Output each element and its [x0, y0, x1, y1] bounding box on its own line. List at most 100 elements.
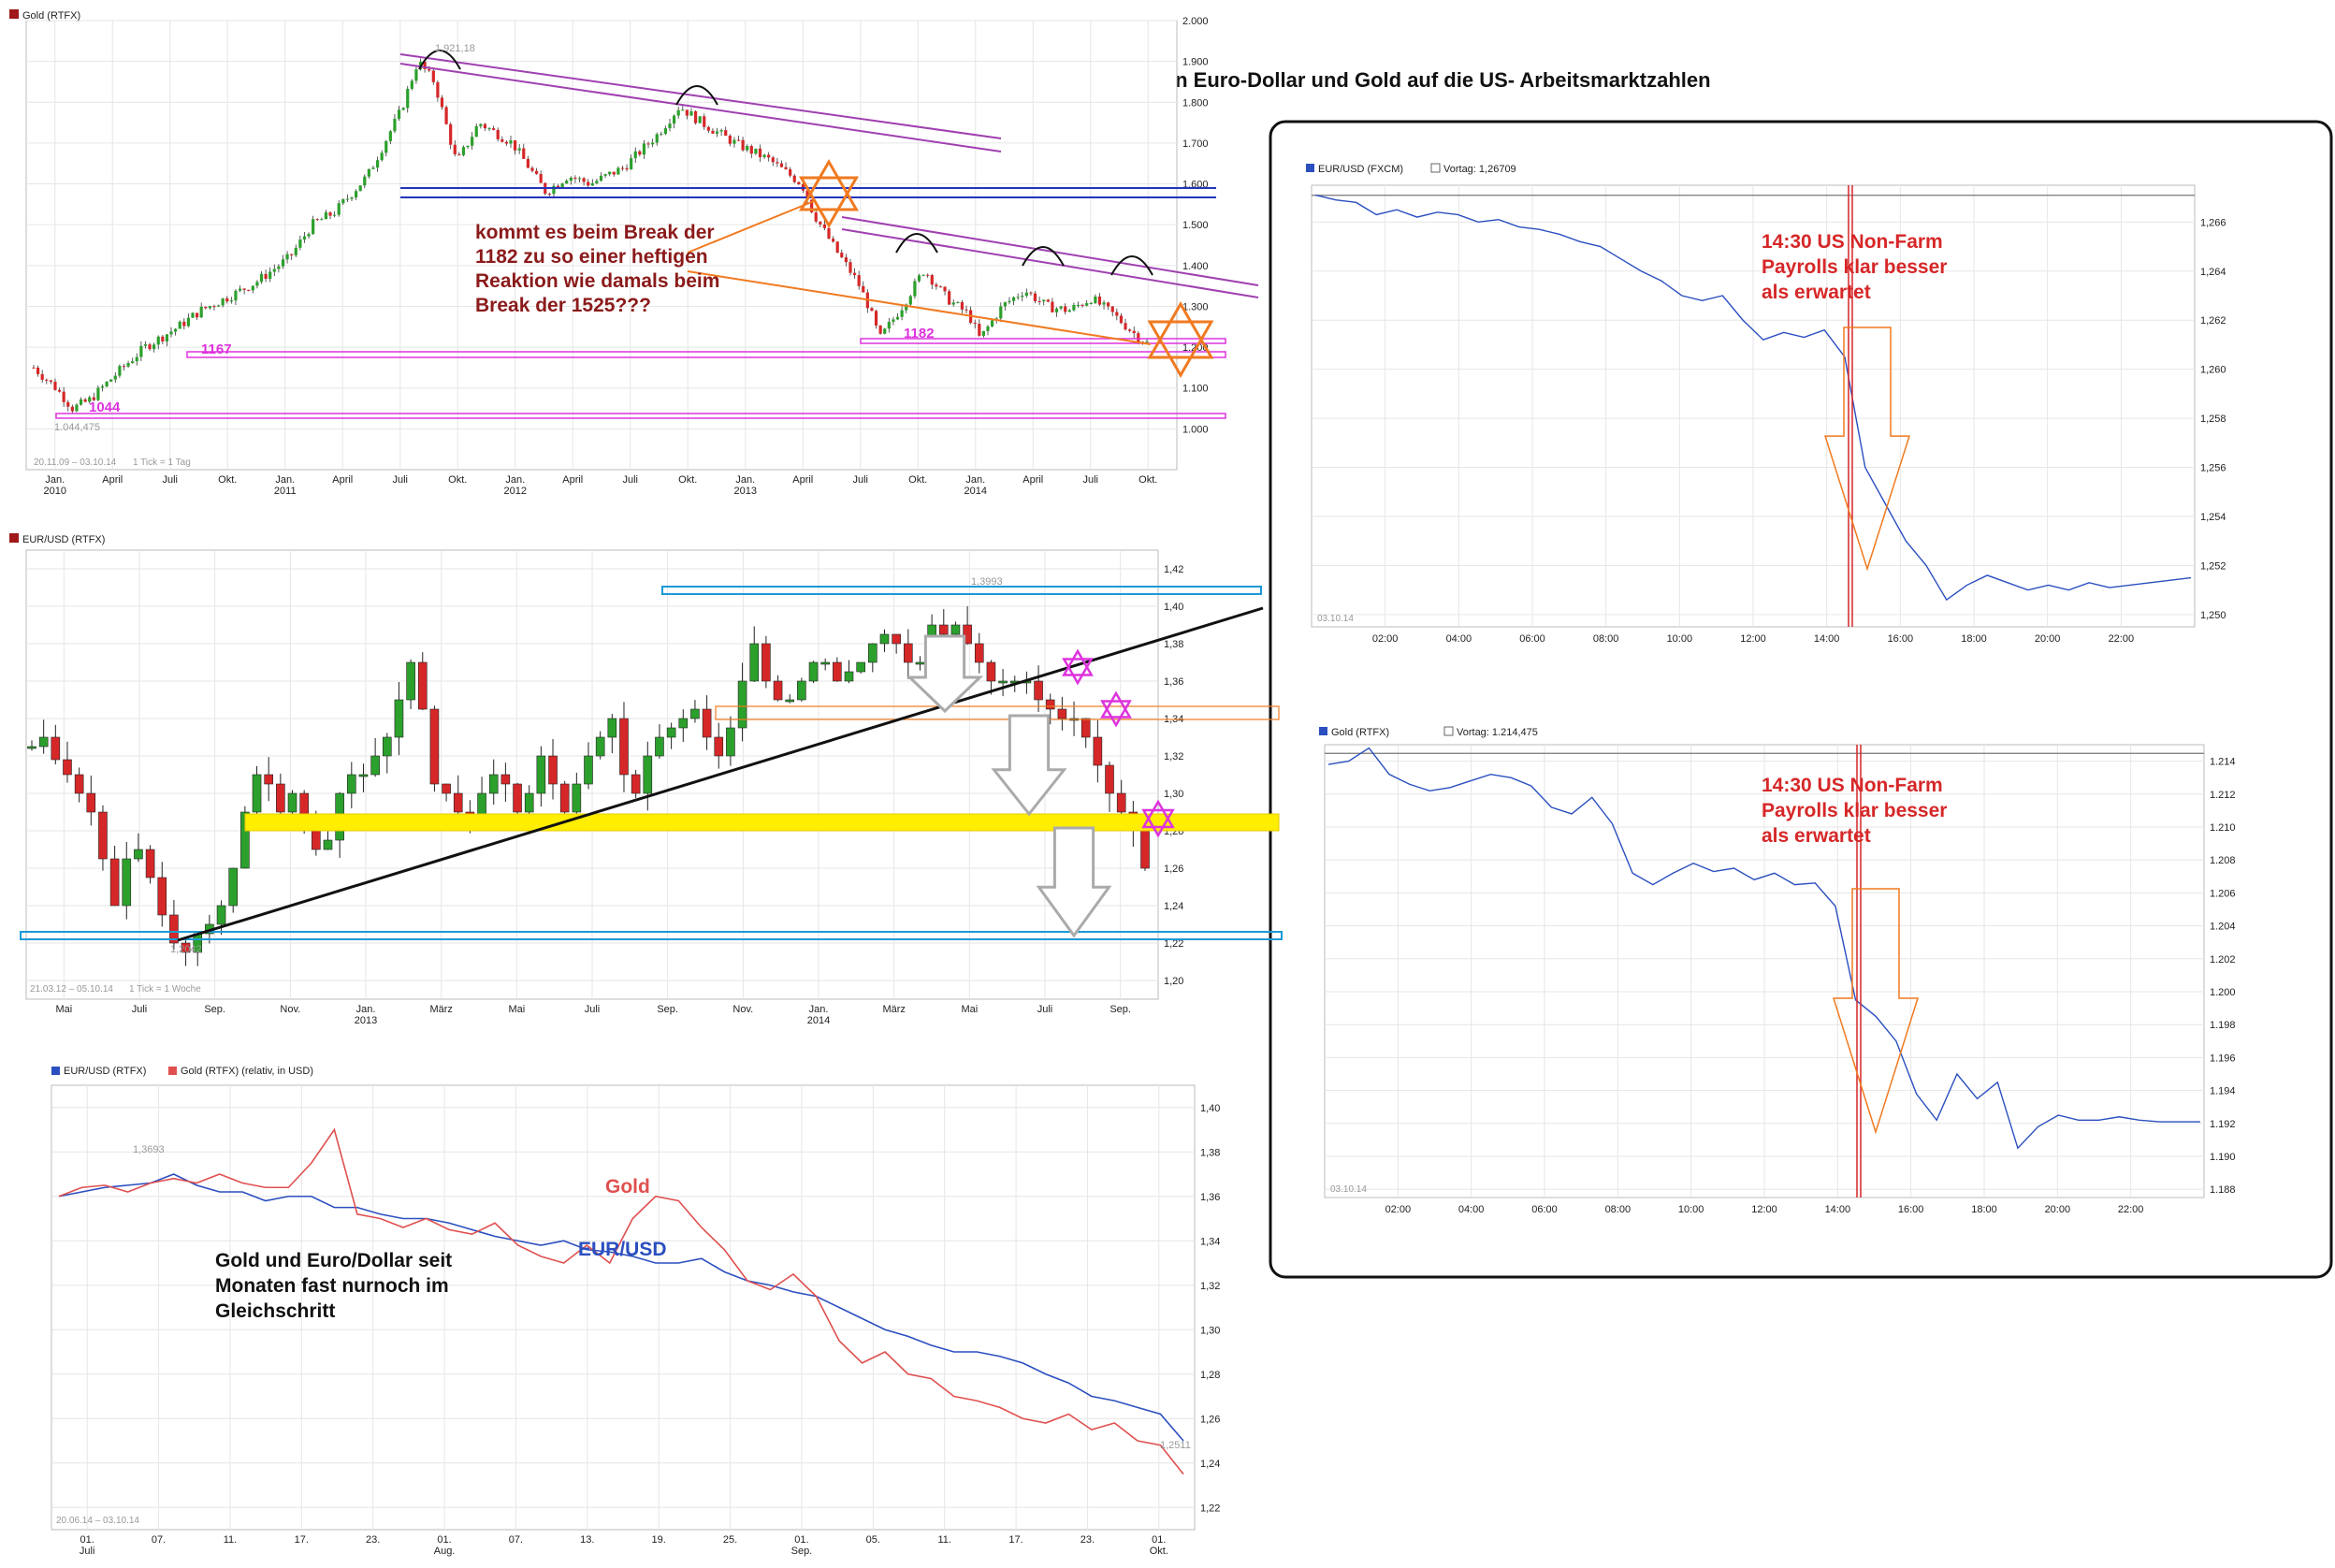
event-label: als erwartet: [1762, 282, 1871, 303]
candle-body: [380, 152, 384, 161]
candle-body: [715, 131, 719, 134]
event-label: Payrolls klar besser: [1762, 800, 1947, 821]
x-tick-label: Jan.: [275, 474, 295, 486]
x-tick-label: 23.: [1080, 1534, 1095, 1546]
candle-body: [638, 151, 642, 155]
x-tick-label: 18:00: [1961, 633, 1987, 645]
candle-body: [358, 185, 362, 192]
candle-body: [1115, 312, 1119, 316]
candle-body: [678, 718, 689, 729]
candle-body: [40, 373, 44, 380]
candle-body: [612, 171, 616, 175]
x-tick-label: Sep.: [1109, 1004, 1131, 1015]
candle-body: [251, 285, 254, 291]
candle-body: [328, 211, 332, 216]
intraday-frame: [1269, 120, 2333, 1279]
candle-body: [1011, 297, 1016, 301]
candle-body: [714, 736, 724, 757]
candle-body: [247, 289, 251, 291]
candle-body: [436, 81, 440, 98]
candle-body: [307, 234, 311, 237]
candle-body: [156, 336, 160, 345]
candle-body: [726, 727, 735, 757]
candle-body: [272, 269, 276, 272]
candle-body: [38, 736, 49, 748]
candle-body: [938, 624, 949, 635]
candle-body: [963, 624, 972, 645]
candle-body: [384, 140, 388, 153]
legend-swatch: [1319, 727, 1327, 735]
candle-body: [547, 194, 551, 196]
candle-body: [216, 905, 226, 925]
candle-body: [616, 167, 620, 175]
x-tick-label: 07.: [152, 1534, 166, 1546]
candle-body: [773, 680, 783, 701]
y-tick-label: 2.000: [1182, 16, 1209, 27]
plot-area: [25, 20, 1178, 471]
x-tick-label: Mai: [55, 1004, 72, 1015]
candle-body: [363, 176, 367, 186]
candle-body: [856, 661, 865, 673]
x-tick-label: Okt.: [448, 474, 467, 486]
candle-body: [199, 306, 203, 318]
candle-body: [789, 168, 792, 176]
x-tick-label: Juli: [852, 474, 868, 486]
x-tick-label: Jan.: [45, 474, 65, 486]
series-label: Gold: [605, 1176, 650, 1198]
candle-body: [1140, 830, 1150, 869]
candle-body: [676, 109, 680, 116]
candle-body: [737, 680, 747, 729]
candle-body: [548, 755, 558, 785]
x-tick-year: 2010: [44, 486, 66, 497]
y-tick-label: 1,28: [1200, 1370, 1220, 1381]
candle-body: [1094, 296, 1097, 304]
candle-body: [287, 792, 297, 813]
candle-body: [221, 298, 225, 306]
candle-body: [1033, 293, 1037, 301]
candle-body: [689, 110, 693, 116]
x-tick-year: 2014: [964, 486, 987, 497]
annotation-text: Gold und Euro/Dollar seit: [215, 1250, 452, 1271]
candle-body: [741, 139, 745, 151]
candle-body: [63, 759, 72, 776]
candle-body: [831, 239, 835, 242]
down-arrow: [1036, 826, 1112, 938]
candle-body: [883, 328, 887, 334]
candle-body: [1045, 699, 1055, 710]
candle-body: [268, 271, 272, 280]
candle-body: [122, 858, 132, 907]
candle-body: [848, 262, 852, 273]
level-label: 1182: [904, 326, 935, 341]
y-tick-label: 1.500: [1182, 220, 1209, 231]
candle-body: [703, 116, 706, 127]
candle-body: [88, 397, 92, 402]
candle-body: [808, 661, 819, 682]
candle-body: [539, 173, 543, 183]
candle-body: [371, 167, 375, 169]
range-label: 21.03.12 – 05.10.14: [30, 984, 113, 995]
y-tick-label: 1.206: [2210, 888, 2236, 899]
candle-body: [32, 367, 36, 369]
eurusd-weekly-chart: 1,421,401,381,361,341,321,301,281,261,24…: [9, 533, 1283, 1026]
candle-body: [79, 399, 83, 405]
candle-body: [908, 296, 912, 305]
candle-body: [1059, 306, 1063, 309]
series-line: [58, 1127, 1184, 1475]
candle-body: [754, 148, 758, 154]
candle-body: [466, 145, 470, 148]
x-tick-label: 02:00: [1372, 633, 1399, 645]
legend-swatch: [1430, 163, 1441, 173]
candle-body: [49, 380, 52, 383]
candle-body: [181, 942, 191, 953]
candle-body: [690, 708, 700, 719]
high-label: 1.921,18: [435, 43, 475, 54]
x-tick-label: Okt.: [1138, 474, 1157, 486]
candle-body: [779, 163, 784, 167]
last-label: 1,2511: [1160, 1440, 1191, 1451]
candle-body: [382, 736, 392, 757]
x-tick-label: 04:00: [1446, 633, 1472, 645]
candle-body: [406, 661, 415, 701]
candle-body: [504, 141, 509, 144]
trend-channel: [841, 216, 1259, 286]
